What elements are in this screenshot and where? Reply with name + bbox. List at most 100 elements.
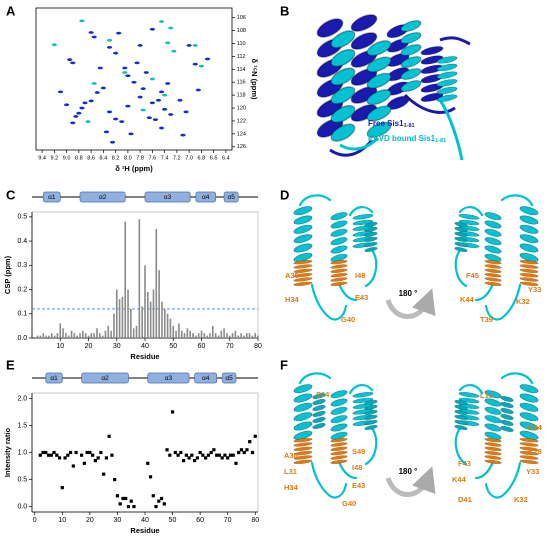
bar <box>169 318 172 338</box>
x-tick-label: 30 <box>113 343 121 350</box>
peak <box>149 77 155 81</box>
residue-label: K32 <box>514 495 528 504</box>
bar <box>152 289 155 338</box>
y-tick-label: 116 <box>237 80 246 86</box>
peak <box>162 93 168 97</box>
point <box>107 434 111 438</box>
x-axis-label: Residue <box>130 526 159 535</box>
peak <box>149 27 155 31</box>
bar <box>158 270 160 338</box>
peak <box>125 104 131 108</box>
y-tick-label: 118 <box>237 93 246 99</box>
residue-label: A30 <box>285 271 299 280</box>
point <box>170 410 175 414</box>
point <box>88 450 92 455</box>
x-tick-label: 8.6 <box>87 155 95 161</box>
helix-box <box>195 191 216 203</box>
peak <box>134 61 140 65</box>
point <box>154 504 158 509</box>
bar <box>56 333 59 338</box>
bar <box>50 333 53 338</box>
point <box>146 461 150 465</box>
peak <box>106 38 113 42</box>
helix-label: α5 <box>225 375 233 382</box>
peak <box>128 132 134 136</box>
point <box>93 459 97 463</box>
residue-label: A30 <box>284 451 298 460</box>
helix-box <box>45 372 63 384</box>
point <box>96 456 100 460</box>
y-tick-label: 0.3 <box>17 262 27 269</box>
y-tick-label: 126 <box>237 144 246 150</box>
helix-label: α1 <box>48 194 56 201</box>
x-tick-label: 50 <box>169 517 177 524</box>
plot-frame <box>35 7 233 151</box>
bar <box>175 330 177 338</box>
helix-label: α2 <box>101 375 109 382</box>
point <box>85 450 89 455</box>
peak <box>113 51 119 55</box>
bar <box>197 333 200 338</box>
point <box>104 456 109 460</box>
point <box>201 453 205 457</box>
peak <box>149 101 155 105</box>
point <box>91 453 95 457</box>
peak <box>122 66 128 70</box>
bar <box>104 330 107 338</box>
peak <box>140 108 146 112</box>
peak <box>177 98 183 102</box>
bar <box>248 333 251 338</box>
point <box>231 453 235 457</box>
residue-label: H34 <box>284 483 299 492</box>
point <box>234 461 238 465</box>
y-tick-label: 122 <box>237 118 246 124</box>
peak <box>140 87 146 91</box>
point <box>66 453 70 457</box>
residue-label: I48 <box>355 271 365 280</box>
helix-label: α3 <box>164 194 172 201</box>
y-tick-label: 1.0 <box>17 449 27 456</box>
point <box>129 499 133 503</box>
helix-box <box>42 191 61 203</box>
y-tick-label: 0.5 <box>17 214 27 221</box>
point <box>242 450 246 455</box>
point <box>68 450 73 455</box>
bar <box>243 335 245 338</box>
x-tick-label: 8.2 <box>112 155 120 161</box>
x-tick-label: 20 <box>85 343 93 350</box>
residue-label: L31 <box>284 467 297 476</box>
peak <box>195 88 201 92</box>
bar <box>206 335 208 338</box>
residue-label: K32 <box>516 297 530 306</box>
y-tick-label: 0.1 <box>17 311 27 318</box>
peak <box>180 133 186 137</box>
peak <box>158 90 165 94</box>
x-axis-label: Residue <box>130 352 159 361</box>
bar <box>101 335 104 338</box>
bar <box>65 333 67 338</box>
rotation-label: 180 ° <box>399 289 418 298</box>
bar <box>130 308 132 338</box>
point <box>165 448 169 452</box>
helix-box <box>81 372 129 384</box>
point <box>176 453 180 457</box>
bar <box>237 335 240 338</box>
panel-label: D <box>280 187 289 202</box>
peak <box>171 49 177 53</box>
peak <box>137 95 143 99</box>
point <box>115 494 120 498</box>
x-tick-label: 7.8 <box>136 155 144 161</box>
peak <box>165 82 171 85</box>
bar <box>189 330 191 338</box>
helix-box <box>194 372 218 384</box>
bar <box>166 313 169 338</box>
residue-label: E43 <box>355 293 368 302</box>
x-tick-label: 8.4 <box>100 155 108 161</box>
y-tick-label: 110 <box>237 41 246 47</box>
point <box>195 456 199 460</box>
peak <box>64 103 70 107</box>
point <box>124 496 128 501</box>
bar <box>107 325 110 338</box>
rotation-arrow <box>385 466 436 497</box>
